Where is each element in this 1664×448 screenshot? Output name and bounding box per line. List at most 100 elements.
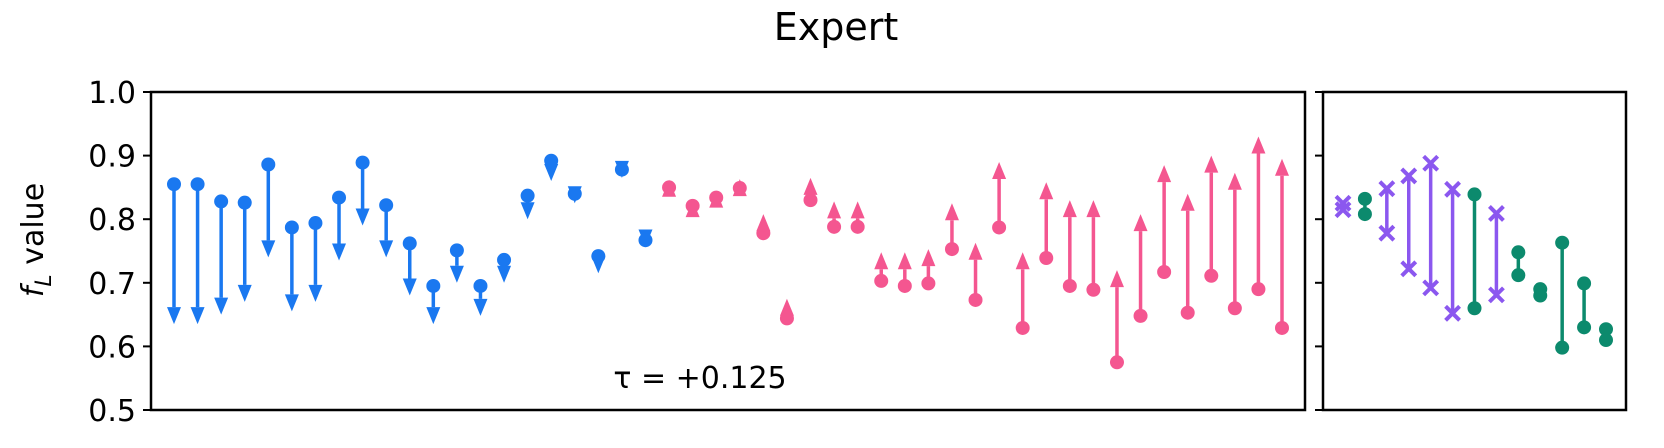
increase-arrow [921,249,936,291]
y-tick-label: 1.0 [88,76,136,111]
x-marker [1422,154,1440,172]
green-segment [1467,187,1482,316]
tau-annotation: τ = +0.125 [613,361,786,396]
arrow-head [214,297,229,315]
increase-arrow [1157,165,1172,279]
x-marker [1400,167,1418,185]
y-label-sub: L [32,274,57,286]
arrow-head [779,298,794,316]
decrease-arrow [591,249,606,274]
increase-arrow [1227,172,1242,316]
arrow-head [379,240,394,258]
decrease-arrow [190,177,205,325]
arrow-head [685,200,700,218]
arrow-head [544,164,559,182]
dot-marker [1511,245,1526,260]
purple-segment [1488,205,1505,304]
dot-marker [1577,320,1592,335]
x-marker [1488,286,1505,304]
decrease-arrow [520,188,535,220]
increase-arrow [1015,252,1030,335]
decrease-arrow [544,153,559,182]
arrow-head [520,202,535,220]
decrease-arrow [379,198,394,258]
dot-marker [1533,288,1548,303]
arrow-head [1157,165,1172,183]
y-axis-label: fL value [16,183,57,297]
side-panel [1315,90,1628,412]
arrow-head [497,265,512,283]
increase-arrow [850,201,865,234]
increase-arrow [944,203,959,257]
decrease-arrow [308,216,323,302]
arrow-head [449,265,464,283]
arrow-head [992,161,1007,179]
increase-arrow [685,198,700,218]
decrease-arrow [402,236,417,296]
x-marker [1378,224,1396,242]
arrow-head [850,201,865,219]
dot-marker [1467,187,1482,202]
arrow-head [1086,200,1101,218]
chart-title: Expert [774,5,899,49]
arrow-head [921,249,936,267]
increase-arrow [1039,182,1054,265]
dot-marker [1467,301,1482,316]
decrease-arrow [638,229,653,248]
arrow-head [803,177,818,195]
increase-arrow [1251,136,1266,297]
x-marker [1444,304,1461,322]
arrow-head [1275,158,1289,176]
arrow-head [284,294,299,312]
arrow-head [1015,252,1030,270]
arrow-head [591,256,606,274]
purple-segment [1334,194,1352,219]
decrease-arrow [426,278,441,325]
arrow-head [567,186,582,204]
purple-segment [1400,167,1418,278]
increase-arrow [874,252,889,288]
dot-marker [1599,322,1613,337]
increase-arrow [662,179,677,197]
main-series [167,136,1289,370]
increase-arrow [1133,214,1148,323]
arrow-head [638,229,653,247]
arrow-head [614,160,629,178]
increase-arrow [1180,193,1195,320]
side-y-ticks [1315,91,1323,411]
y-tick-label: 0.6 [88,330,136,365]
increase-arrow [827,201,842,234]
decrease-arrow [614,160,629,178]
decrease-arrow [567,186,582,204]
y-tick-label: 0.9 [88,140,136,175]
increase-arrow [1204,155,1219,283]
arrow-head [874,252,889,270]
decrease-arrow [167,177,181,325]
increase-arrow [992,161,1007,235]
arrow-head [827,201,842,219]
decrease-arrow [284,220,299,312]
increase-arrow [968,242,983,307]
side-series [1334,154,1613,355]
arrow-head [709,190,724,208]
arrow-head [473,298,488,316]
increase-arrow [1275,158,1289,335]
arrow-head [1039,182,1054,200]
arrow-head [968,242,983,260]
increase-arrow [709,190,724,208]
main-panel: 0.5 0.6 0.7 0.8 0.9 1.0 τ = +0.125 [88,76,1307,429]
green-segment [1555,235,1570,355]
increase-arrow [897,252,912,293]
increase-arrow [779,298,794,326]
green-segment [1533,282,1548,303]
arrow-head [1227,172,1242,190]
arrow-head [355,208,370,226]
decrease-arrow [355,155,370,226]
dot-marker [1599,333,1613,348]
y-tick-label: 0.5 [88,394,136,429]
x-marker [1422,279,1440,297]
arrow-head [1180,193,1195,211]
x-marker [1334,194,1352,212]
arrow-head [332,243,347,261]
green-segment [1599,322,1613,348]
